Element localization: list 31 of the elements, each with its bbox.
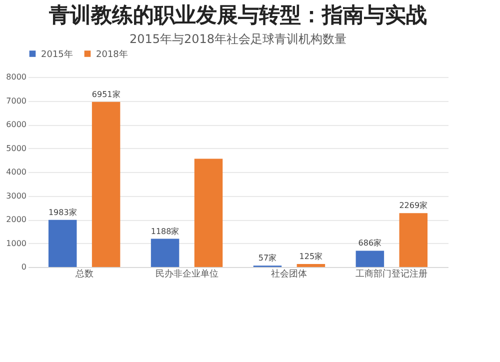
bar (92, 102, 120, 267)
bar (194, 158, 223, 267)
data-label: 1983家 (48, 208, 77, 217)
bar (399, 213, 428, 267)
bar (296, 264, 326, 267)
y-tick-label: 4000 (6, 168, 26, 176)
data-label: 2269家 (399, 201, 428, 210)
data-label: 1188家 (150, 226, 180, 236)
x-tick-label: 总数 (74, 268, 94, 280)
x-tick-label: 工商部门登记注册 (356, 268, 428, 280)
y-tick-label: 5000 (6, 144, 26, 153)
y-tick-label: 7000 (6, 96, 26, 106)
bar (48, 220, 77, 267)
data-label: 686家 (358, 238, 382, 248)
legend-label: 2015年 (41, 48, 73, 60)
chart-title: 青训教练的职业发展与转型：指南与实战 (48, 3, 427, 27)
chart-subtitle: 2015年与2018年社会足球青训机构数量 (129, 32, 347, 46)
y-tick-label: 8000 (6, 72, 26, 82)
bar (150, 238, 180, 267)
data-label: 57家 (258, 254, 277, 263)
data-label: 6951家 (92, 90, 120, 99)
x-tick-label: 社会团体 (271, 268, 308, 280)
bar (356, 250, 384, 267)
y-tick-label: 0 (21, 262, 26, 272)
y-tick-label: 2000 (6, 215, 26, 224)
y-tick-label: 3000 (6, 191, 26, 200)
y-tick-label: 6000 (6, 120, 26, 129)
legend-label: 2018年 (96, 48, 128, 60)
data-label: 125家 (299, 252, 323, 262)
y-tick-label: 1000 (6, 238, 26, 248)
x-tick-label: 民办非企业单位 (155, 268, 218, 280)
